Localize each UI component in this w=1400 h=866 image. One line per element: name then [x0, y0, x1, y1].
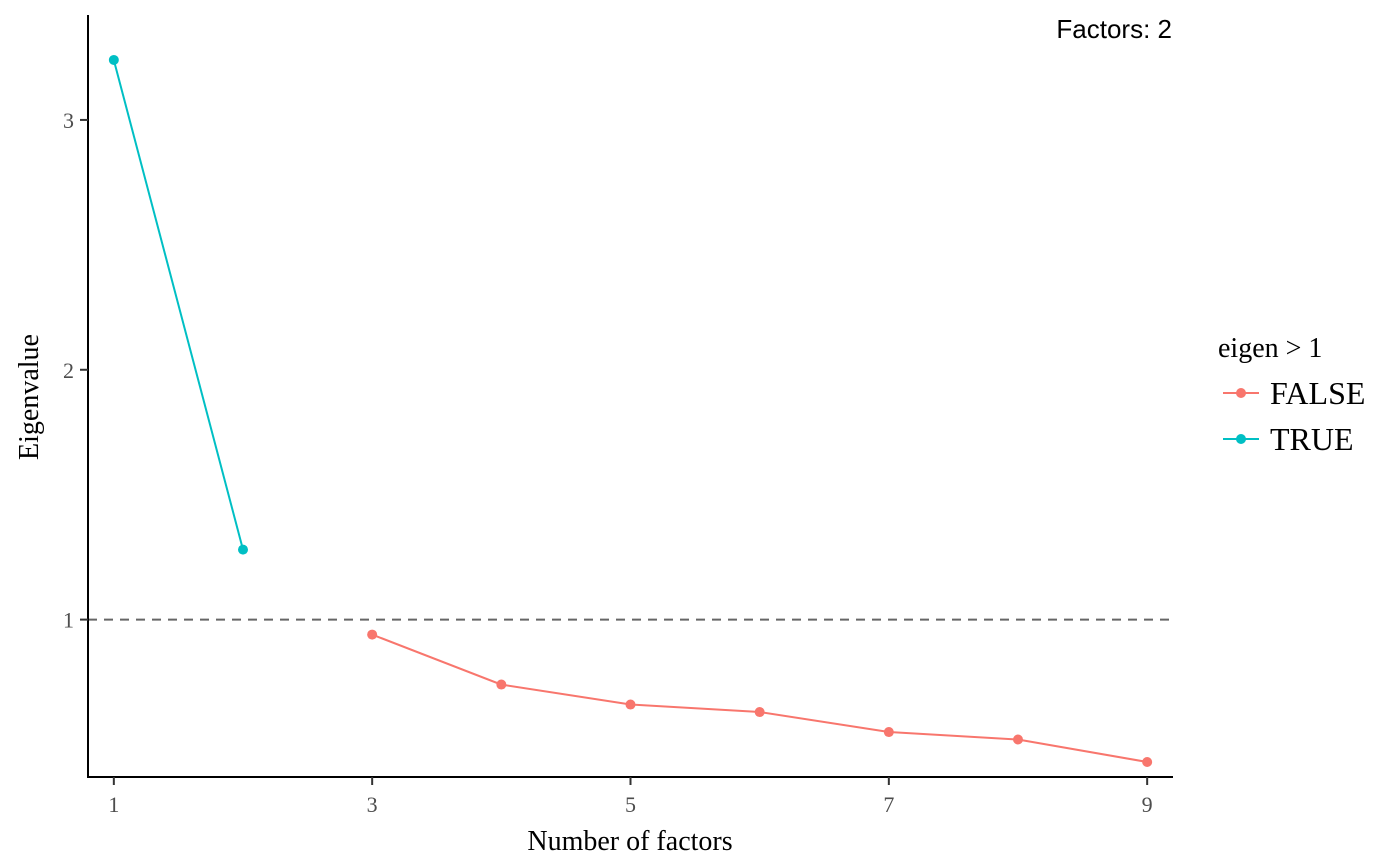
x-tick-label: 1 — [108, 792, 119, 817]
data-point-false — [883, 727, 894, 738]
x-ticks: 1 3 5 7 9 — [108, 777, 1153, 817]
series-layer — [108, 54, 1153, 768]
data-point-false — [754, 707, 765, 718]
y-tick-label: 2 — [63, 358, 74, 383]
legend-title: eigen > 1 — [1218, 333, 1322, 364]
legend-label-false: FALSE — [1270, 375, 1365, 411]
legend-key-point-true — [1236, 434, 1246, 444]
data-point-false — [496, 679, 507, 690]
data-point-true — [108, 54, 119, 65]
series-line-false — [371, 633, 1148, 763]
x-tick-label: 3 — [367, 792, 378, 817]
y-axis-title: Eigenvalue — [14, 334, 45, 460]
y-ticks: 1 2 3 — [63, 108, 88, 633]
x-tick-label: 9 — [1142, 792, 1153, 817]
y-tick-label: 1 — [63, 608, 74, 633]
x-tick-label: 7 — [883, 792, 894, 817]
legend-items: FALSE TRUE — [1223, 375, 1365, 457]
y-tick-label: 3 — [63, 108, 74, 133]
x-axis-title: Number of factors — [527, 826, 732, 857]
data-point-true — [238, 544, 248, 555]
legend-label-true: TRUE — [1270, 421, 1354, 457]
legend: eigen > 1 FALSE TRUE — [1218, 333, 1365, 457]
data-point-false — [1142, 757, 1153, 768]
series-line-true — [112, 59, 244, 550]
data-point-false — [1013, 734, 1023, 745]
x-tick-label: 5 — [625, 792, 636, 817]
data-point-false — [625, 699, 636, 710]
legend-key-point-false — [1236, 388, 1246, 398]
data-point-false — [367, 629, 378, 640]
factors-annotation: Factors: 2 — [1056, 14, 1172, 44]
